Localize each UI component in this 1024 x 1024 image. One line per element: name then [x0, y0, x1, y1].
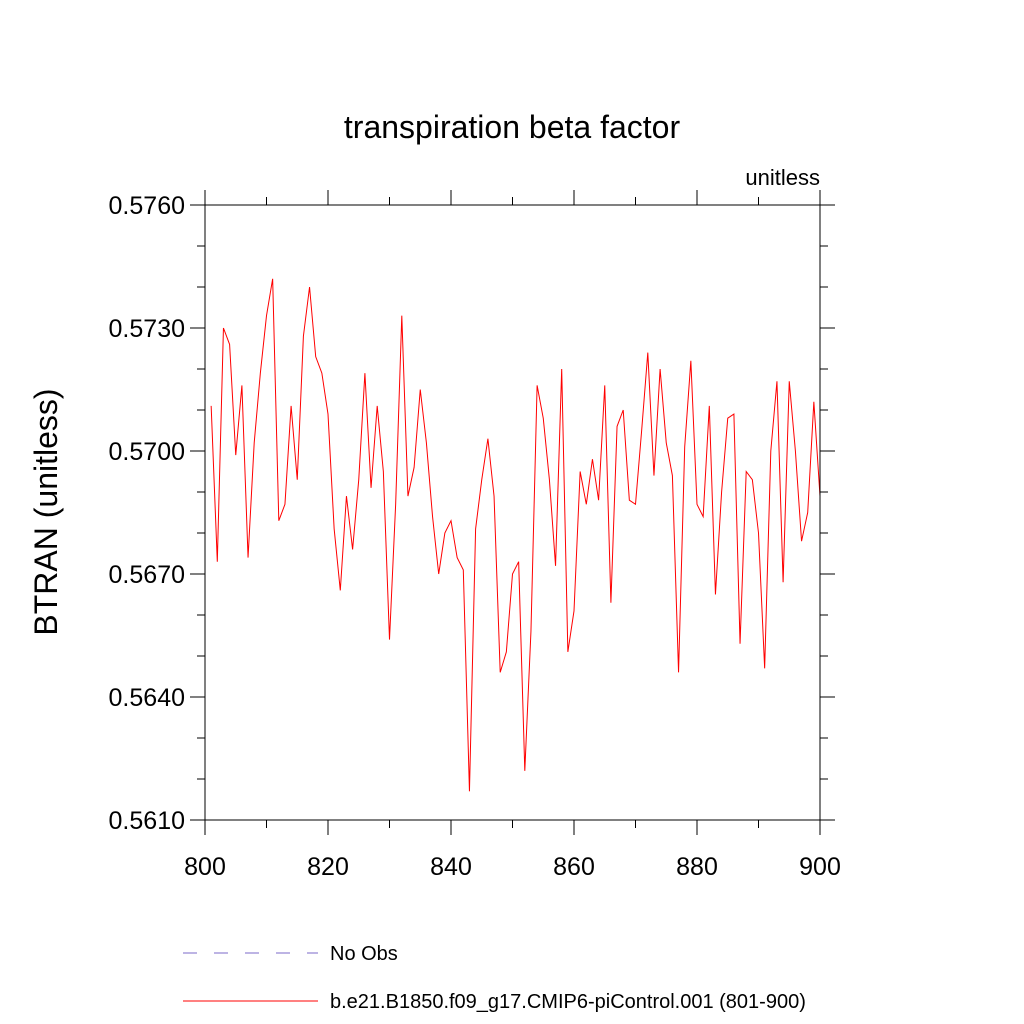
y-tick-label: 0.5610	[109, 807, 185, 835]
legend: No Obs b.e21.B1850.f09_g17.CMIP6-piContro…	[183, 943, 806, 1013]
x-tick-label: 800	[184, 853, 226, 881]
plot-frame	[204, 204, 821, 821]
series-layer	[210, 278, 821, 792]
x-axis-ticks: 800 820 840 860 880 900	[184, 190, 841, 881]
y-axis-label: BTRAN (unitless)	[28, 388, 64, 635]
x-tick-label: 900	[799, 853, 841, 881]
chart-title: transpiration beta factor	[344, 109, 681, 145]
x-tick-label: 860	[553, 853, 595, 881]
legend-label-0: No Obs	[330, 943, 398, 965]
x-tick-label: 880	[676, 853, 718, 881]
y-tick-label: 0.5640	[109, 684, 185, 712]
y-axis-ticks: 0.5610 0.5640 0.5670 0.5700 0.5730 0.5760	[109, 192, 835, 835]
y-tick-label: 0.5700	[109, 438, 185, 466]
x-tick-label: 820	[307, 853, 349, 881]
series-line-1	[210, 278, 821, 792]
y-tick-label: 0.5730	[109, 315, 185, 343]
x-tick-label: 840	[430, 853, 472, 881]
y-tick-label: 0.5760	[109, 192, 185, 220]
units-label: unitless	[745, 165, 820, 190]
legend-label-1: b.e21.B1850.f09_g17.CMIP6-piControl.001 …	[330, 991, 806, 1013]
y-tick-label: 0.5670	[109, 561, 185, 589]
